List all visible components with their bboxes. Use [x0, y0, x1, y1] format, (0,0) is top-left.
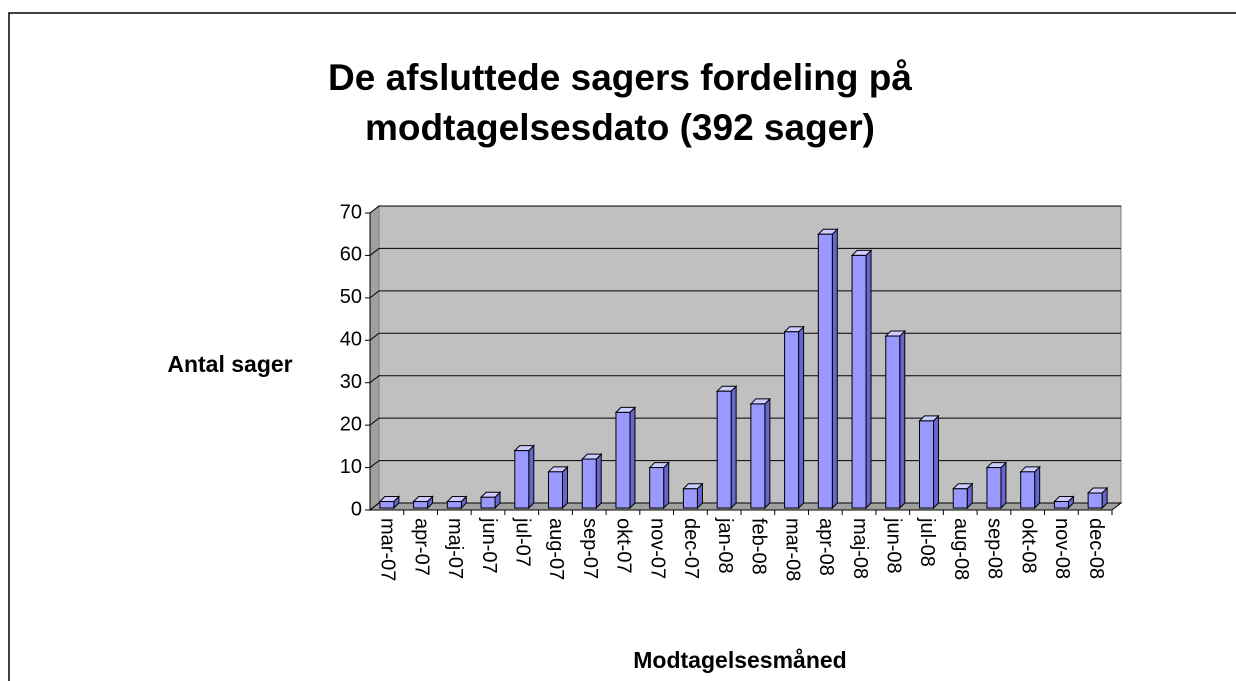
bar: [850, 249, 873, 510]
x-tick-label: sep-07: [579, 518, 601, 579]
y-tick-label: 10: [340, 456, 362, 478]
bar: [378, 495, 401, 510]
x-tick-label: feb-08: [748, 518, 770, 575]
x-tick-label: aug-08: [950, 518, 972, 580]
x-tick-label: jun-07: [478, 517, 500, 574]
bar: [479, 491, 502, 510]
bar: [952, 482, 974, 510]
x-tick-label: apr-08: [815, 518, 837, 576]
x-tick-label: sep-08: [984, 518, 1006, 579]
bar: [1053, 495, 1075, 510]
bar: [581, 452, 603, 510]
x-tick-label: okt-07: [613, 518, 635, 574]
x-axis-title: Modtagelsesmåned: [633, 647, 846, 673]
y-tick-label: 50: [340, 286, 362, 308]
y-tick-label: 40: [340, 329, 362, 351]
x-tick-label: nov-08: [1051, 518, 1073, 579]
bar: [749, 397, 772, 510]
y-tick-label: 30: [340, 371, 362, 393]
back-wall: [378, 205, 1122, 504]
x-tick-label: jan-08: [714, 517, 736, 574]
chart-title: De afsluttede sagers fordeling på: [328, 57, 912, 98]
grid-line: [369, 460, 1121, 468]
grid-line: [369, 417, 1121, 426]
chart-title: modtagelsesdato (392 sager): [365, 107, 875, 148]
x-tick-label: apr-07: [410, 518, 432, 576]
x-tick-label: okt-08: [1017, 518, 1039, 574]
x-tick-label: jul-07: [511, 517, 533, 567]
bar: [783, 325, 805, 510]
bar: [412, 495, 434, 510]
y-tick-label: 60: [340, 244, 362, 266]
x-tick-label: mar-08: [781, 518, 803, 581]
x-tick-label: mar-07: [377, 518, 399, 581]
x-tick-label: aug-07: [545, 518, 567, 580]
frame: [8, 12, 1236, 681]
bar: [547, 465, 569, 510]
x-tick-label: nov-07: [646, 518, 668, 579]
grid-line: [369, 247, 1121, 256]
bar: [648, 461, 670, 510]
x-tick-label: maj-08: [849, 518, 871, 579]
bar: [985, 461, 1008, 510]
grid-line: [369, 290, 1121, 299]
grid-line: [369, 332, 1121, 341]
bar: [1019, 465, 1041, 510]
bar: [513, 444, 535, 510]
bar: [1086, 486, 1109, 510]
x-tick-label: dec-07: [680, 518, 702, 579]
y-axis-title: Antal sager: [167, 351, 292, 377]
y-tick-label: 70: [340, 201, 362, 223]
bar: [614, 406, 637, 510]
x-tick-label: dec-08: [1085, 518, 1107, 579]
bar: [918, 414, 940, 510]
grid-line: [369, 205, 1121, 214]
grid-line: [369, 375, 1121, 384]
bar: [682, 482, 704, 510]
y-tick-label: 0: [351, 498, 362, 520]
bar: [817, 228, 839, 510]
bar: [884, 329, 906, 510]
bar: [446, 495, 468, 510]
y-tick-label: 20: [340, 413, 362, 435]
x-tick-label: jun-08: [882, 517, 904, 574]
x-tick-label: maj-07: [444, 518, 466, 579]
x-tick-label: jul-08: [916, 517, 938, 567]
bar: [715, 384, 738, 510]
grid-line: [369, 502, 1121, 511]
